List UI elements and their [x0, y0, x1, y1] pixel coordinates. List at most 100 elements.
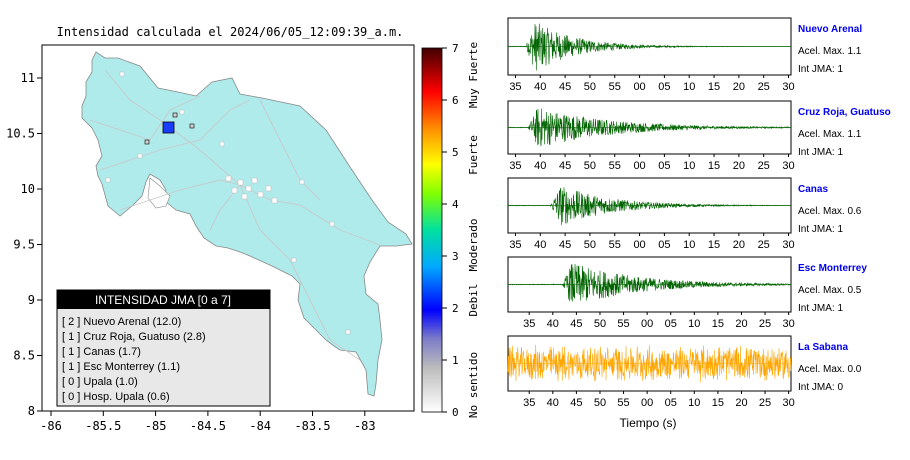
colorbar-category-label: Debil: [467, 283, 480, 316]
colorbar-tick-label: 5: [452, 146, 459, 159]
cities: [105, 71, 351, 335]
seismogram-tick-label: 30: [783, 318, 795, 330]
seismogram-tick-label: 00: [641, 318, 653, 330]
station-accel: Acel. Max. 1.1: [798, 129, 862, 140]
station-marker[interactable]: [144, 139, 150, 145]
station-accel: Acel. Max. 1.1: [798, 46, 862, 57]
map-y-axis: 11 10.5 10 9.5 9 8.5 8: [6, 71, 42, 418]
seismogram-tick-label: 35: [523, 318, 535, 330]
station-jma: Int JMA: 1: [798, 147, 843, 158]
seismogram-tick-label: 25: [759, 397, 771, 409]
colorbar-tick-label: 4: [452, 198, 459, 211]
seismogram-trace: [507, 263, 792, 302]
seismogram-tick-label: 55: [609, 239, 621, 251]
seismogram-tick-label: 15: [712, 318, 724, 330]
legend-header: [57, 290, 270, 309]
seismogram-trace: [507, 108, 792, 147]
seismogram-tick-label: 30: [782, 81, 794, 93]
legend-entry: [ 0 ] Hosp. Upala (0.6): [62, 391, 170, 403]
seismogram-tick-label: 50: [584, 239, 596, 251]
colorbar-tick-label: 0: [452, 406, 459, 419]
legend-entry: [ 1 ] Cruz Roja, Guatuso (2.8): [62, 331, 206, 343]
colorbar-category-label: No sentido: [467, 352, 480, 418]
map-x-tick-label: -84.5: [190, 419, 226, 433]
seismograms: 35 40 45 50 55 00 05 10 15 20 25 30 Nuevo Arenal Acel…: [507, 17, 891, 409]
station-jma: Int JMA: 0: [798, 382, 843, 393]
seismogram-tick-label: 50: [584, 81, 596, 93]
colorbar-category-label: Fuerte: [467, 135, 480, 175]
legend-title: INTENSIDAD JMA [0 a 7]: [95, 293, 231, 307]
map-x-tick-label: -85.5: [85, 419, 121, 433]
map-x-tick-label: -83: [354, 419, 376, 433]
station-jma: Int JMA: 1: [798, 224, 843, 235]
seismogram-tick-label: 20: [733, 160, 745, 172]
intensity-legend: INTENSIDAD JMA [0 a 7] [ 2 ] Nuevo Arena…: [56, 289, 271, 407]
seismogram-tick-label: 25: [758, 160, 770, 172]
colorbar-gradient: [421, 47, 443, 413]
seismogram-panel: 35 40 45 50 55 00 05 10 15 20 25 30 Cruz Roja, Guatu…: [507, 100, 891, 172]
seismogram-tick-label: 45: [570, 397, 582, 409]
seismogram-tick-label: 40: [547, 318, 559, 330]
station-name: La Sabana: [798, 342, 848, 353]
seismogram-tick-label: 20: [733, 81, 745, 93]
seismogram-panel: 35 40 45 50 55 00 05 10 15 20 25 30 Esc Monterrey Ace…: [507, 256, 867, 330]
station-accel: Acel. Max. 0.5: [798, 285, 862, 296]
map-x-tick-label: -86: [40, 419, 62, 433]
colorbar-tick-label: 2: [452, 302, 459, 315]
colorbar-category-label: Muy Fuerte: [467, 42, 480, 108]
seismogram-tick-label: 55: [609, 81, 621, 93]
seismogram-tick-label: 15: [708, 160, 720, 172]
station-accel: Acel. Max. 0.6: [798, 206, 862, 217]
seismogram-tick-label: 45: [570, 318, 582, 330]
station-marker[interactable]: [189, 123, 195, 129]
gulf: [147, 177, 171, 209]
map-x-axis: -86 -85.5 -85 -84.5 -84 -83.5 -83: [40, 411, 376, 433]
station-jma: Int JMA: 1: [798, 64, 843, 75]
seismogram-panel: 35 40 45 50 55 00 05 10 15 20 25 30 Canas Acel. Max. …: [507, 177, 862, 251]
colorbar-tick-label: 3: [452, 250, 459, 263]
seismogram-tick-label: 35: [509, 239, 521, 251]
seismogram-tick-label: 55: [609, 160, 621, 172]
seismogram-tick-label: 10: [688, 318, 700, 330]
seismogram-tick-label: 55: [617, 318, 629, 330]
map-y-tick-label: 9.5: [13, 238, 35, 252]
legend-entry: [ 1 ] Canas (1.7): [62, 346, 141, 358]
map-y-tick-label: 10: [21, 182, 35, 196]
seismogram-tick-label: 25: [759, 318, 771, 330]
map-y-tick-label: 8: [28, 404, 35, 418]
seismogram-tick-label: 35: [509, 160, 521, 172]
seismogram-tick-label: 15: [708, 81, 720, 93]
seismogram-tick-label: 30: [782, 239, 794, 251]
seismogram-tick-label: 20: [733, 239, 745, 251]
legend-entry: [ 0 ] Upala (1.0): [62, 376, 138, 388]
station-marker-nuevo-arenal[interactable]: [162, 121, 175, 134]
colorbar: 0 1 2 3 4 5 6 7 No sentido Debil Moderado Fuerte Mu…: [421, 42, 480, 419]
colorbar-tick-label: 6: [452, 94, 459, 107]
seismogram-tick-label: 40: [547, 397, 559, 409]
seismogram-tick-label: 10: [688, 397, 700, 409]
colorbar-tick-label: 1: [452, 354, 459, 367]
station-name: Cruz Roja, Guatuso: [798, 107, 891, 118]
roads: [89, 69, 381, 361]
map: -86 -85.5 -85 -84.5 -84 -83.5 -83 11 10.5 10 9.5 9…: [6, 44, 415, 433]
seismogram-tick-label: 05: [658, 239, 670, 251]
time-axis-label: Tiempo (s): [620, 416, 677, 430]
map-x-tick-label: -85: [145, 419, 167, 433]
map-y-tick-label: 11: [21, 71, 35, 85]
seismogram-trace: [507, 187, 792, 226]
map-y-tick-label: 9: [28, 293, 35, 307]
seismogram-tick-label: 25: [758, 239, 770, 251]
seismogram-tick-label: 00: [633, 239, 645, 251]
legend-entry: [ 2 ] Nuevo Arenal (12.0): [62, 316, 181, 328]
station-name: Esc Monterrey: [798, 263, 867, 274]
station-name: Canas: [798, 184, 828, 195]
costa-rica-landmass: [81, 51, 413, 397]
seismogram-tick-label: 50: [594, 397, 606, 409]
seismogram-tick-label: 00: [633, 160, 645, 172]
seismogram-tick-label: 15: [708, 239, 720, 251]
map-y-tick-label: 8.5: [13, 349, 35, 363]
map-y-tick-label: 10.5: [6, 127, 35, 141]
seismogram-tick-label: 40: [534, 160, 546, 172]
station-marker[interactable]: [172, 112, 178, 118]
